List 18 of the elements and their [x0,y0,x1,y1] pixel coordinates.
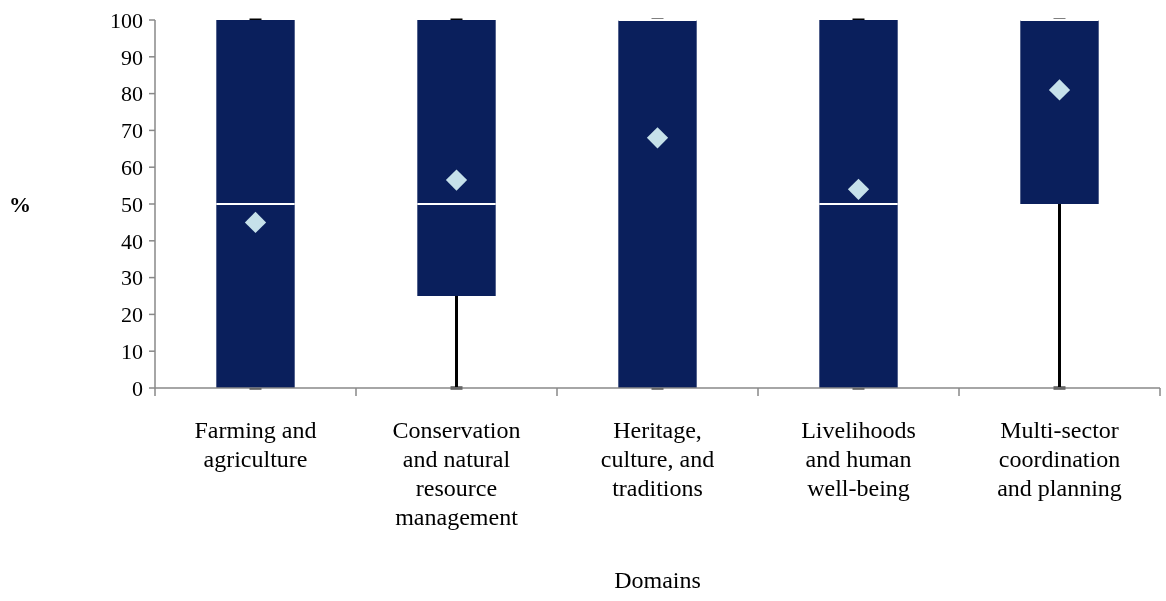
x-tick-label: Livelihoods and human well-being [801,417,916,501]
y-tick-label: 80 [121,81,143,107]
y-tick-label: 70 [121,118,143,144]
y-tick-label: 0 [132,375,143,401]
x-tick-label: Conservation and natural resource management [392,417,521,530]
x-tick-label: Farming and agriculture [194,417,317,472]
y-tick-label: 60 [121,154,143,180]
y-tick-label: 50 [121,191,143,217]
x-axis-title: Domains [614,567,701,593]
y-tick-label: 100 [110,7,143,33]
y-axis-title: % [9,192,31,217]
y-tick-label: 10 [121,338,143,364]
x-tick-label: Multi-sector coordination and planning [997,417,1122,501]
y-tick-label: 20 [121,302,143,328]
y-tick-label: 30 [121,265,143,291]
x-tick-label: Heritage, culture, and traditions [600,417,715,501]
y-tick-label: 40 [121,228,143,254]
y-tick-label: 90 [121,44,143,70]
